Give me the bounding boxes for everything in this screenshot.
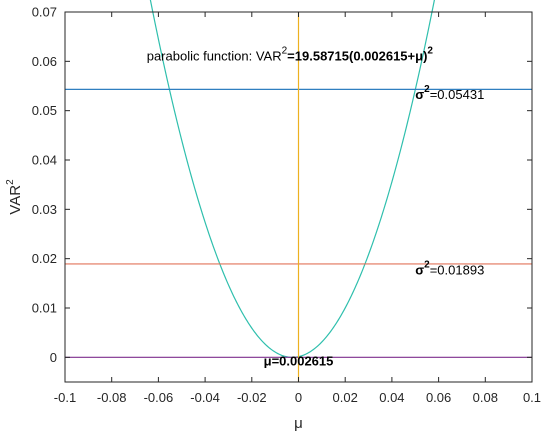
x-axis-title: μ <box>294 415 303 432</box>
x-tick-label: 0.1 <box>523 390 541 405</box>
x-tick-label: -0.1 <box>54 390 76 405</box>
y-ticks: 0 0.01 0.02 0.03 0.04 0.05 0.06 0.07 <box>32 5 532 365</box>
y-tick-label: 0.07 <box>32 5 57 20</box>
x-tick-label: 0.04 <box>379 390 404 405</box>
y-tick-label: 0.05 <box>32 103 57 118</box>
sigma-annotation-upper-sup: 2 <box>424 84 430 95</box>
y-tick-label: 0.01 <box>32 301 57 316</box>
y-tick-label: 0.03 <box>32 202 57 217</box>
mu-annotation: μ=0.002615 <box>264 354 334 369</box>
x-tick-label: 0.02 <box>333 390 358 405</box>
y-axis-title-sup: 2 <box>5 179 16 185</box>
sigma-annotation-lower: σ2=0.01893 <box>415 259 484 277</box>
sigma-annotation-upper-base: σ <box>415 87 424 102</box>
y-tick-label: 0.06 <box>32 54 57 69</box>
sigma-annotation-lower-value: =0.01893 <box>430 262 485 277</box>
parabola-annotation-sup1: 2 <box>282 45 288 56</box>
parabola-annotation: parabolic function: VAR2=19.58715(0.0026… <box>147 45 434 63</box>
sigma-annotation-upper: σ2=0.05431 <box>415 84 484 102</box>
sigma-annotation-lower-sup: 2 <box>424 259 430 270</box>
parabola-annotation-prefix: parabolic function: VAR <box>147 48 282 63</box>
x-tick-label: -0.04 <box>190 390 220 405</box>
y-axis-title: VAR2 <box>5 179 24 215</box>
y-tick-label: 0.04 <box>32 153 57 168</box>
parabola-annotation-equation: =19.58715(0.002615+μ) <box>287 48 427 63</box>
y-tick-label: 0.02 <box>32 251 57 266</box>
sigma-annotation-upper-value: =0.05431 <box>430 87 485 102</box>
sigma-annotation-lower-base: σ <box>415 262 424 277</box>
x-tick-label: -0.06 <box>144 390 174 405</box>
y-axis-title-base: VAR <box>7 185 24 215</box>
x-tick-label: -0.02 <box>237 390 267 405</box>
x-tick-label: 0 <box>295 390 302 405</box>
x-tick-label: 0.08 <box>473 390 498 405</box>
y-tick-label: 0 <box>50 350 57 365</box>
x-tick-label: 0.06 <box>426 390 451 405</box>
x-ticks: -0.1 -0.08 -0.06 -0.04 -0.02 0 0.02 0.04 0.06 0.0… <box>54 12 541 405</box>
series-layer <box>65 0 532 382</box>
parabola-annotation-sup2: 2 <box>427 45 433 56</box>
x-tick-label: -0.08 <box>97 390 127 405</box>
